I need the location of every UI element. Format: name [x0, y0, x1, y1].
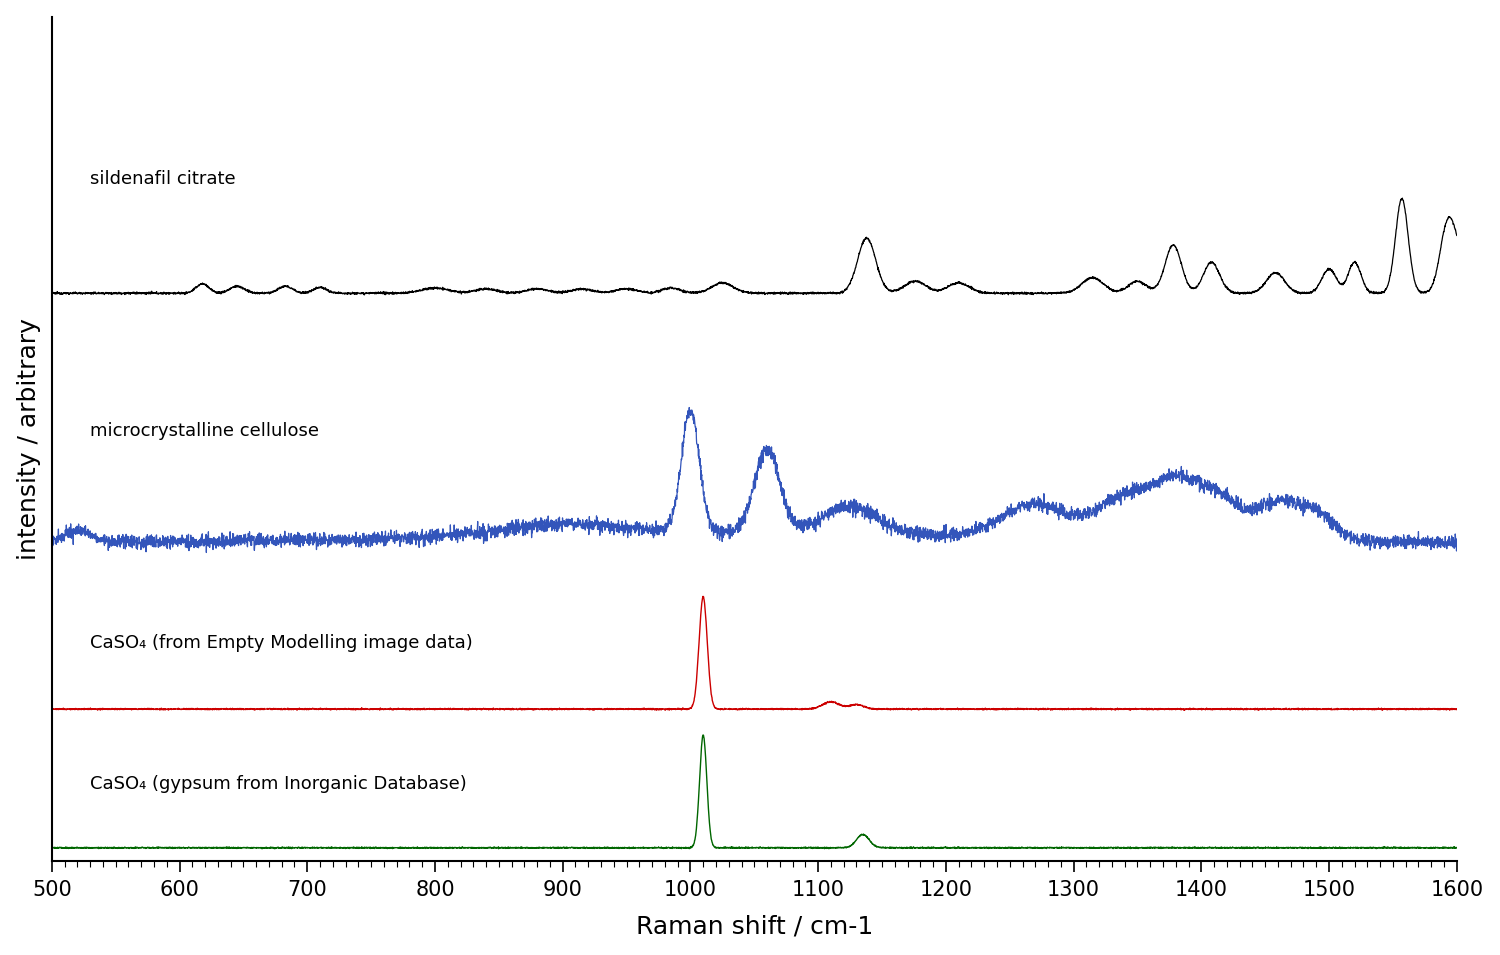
Text: CaSO₄ (from Empty Modelling image data): CaSO₄ (from Empty Modelling image data) — [90, 634, 472, 652]
Text: sildenafil citrate: sildenafil citrate — [90, 170, 236, 188]
Text: CaSO₄ (gypsum from Inorganic Database): CaSO₄ (gypsum from Inorganic Database) — [90, 775, 466, 793]
Y-axis label: intensity / arbitrary: intensity / arbitrary — [16, 318, 40, 560]
X-axis label: Raman shift / cm-1: Raman shift / cm-1 — [636, 914, 873, 939]
Text: microcrystalline cellulose: microcrystalline cellulose — [90, 422, 320, 440]
